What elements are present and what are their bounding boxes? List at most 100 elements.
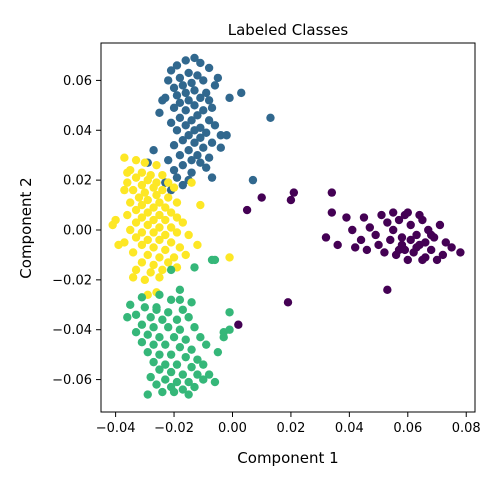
scatter-point <box>193 71 202 80</box>
scatter-point <box>234 320 243 329</box>
scatter-point <box>149 323 158 332</box>
y-tick-label: −0.06 <box>52 373 92 388</box>
scatter-point <box>193 111 202 120</box>
scatter-point <box>140 158 150 167</box>
scatter-point <box>120 185 129 195</box>
scatter-point <box>412 243 421 252</box>
scatter-point <box>161 203 170 212</box>
scatter-point <box>166 265 176 275</box>
scatter-point <box>149 357 158 367</box>
scatter-point <box>169 103 179 113</box>
scatter-point <box>190 138 199 147</box>
scatter-point <box>187 298 196 307</box>
scatter-point <box>196 333 205 342</box>
scatter-point <box>149 340 158 349</box>
scatter-point <box>400 245 410 255</box>
scatter-point <box>143 250 152 260</box>
scatter-point <box>155 235 164 245</box>
scatter-point <box>196 133 205 142</box>
scatter-point <box>204 116 214 125</box>
scatter-point <box>131 205 141 215</box>
scatter-point <box>356 235 366 245</box>
scatter-point <box>456 248 465 257</box>
scatter-point <box>178 305 188 314</box>
scatter-point <box>181 88 190 98</box>
scatter-point <box>169 253 179 262</box>
scatter-point <box>374 240 383 250</box>
scatter-point <box>169 83 179 93</box>
scatter-point <box>137 168 147 177</box>
x-axis: −0.04 −0.02 0.00 0.02 0.04 0.06 0.08 <box>96 412 481 436</box>
scatter-point <box>149 228 158 237</box>
y-tick-label: −0.02 <box>52 273 92 288</box>
scatter-point <box>137 228 147 237</box>
scatter-point <box>169 183 179 192</box>
scatter-point <box>184 68 193 78</box>
scatter-point <box>201 128 211 137</box>
scatter-point <box>161 340 170 349</box>
scatter-point <box>123 210 132 220</box>
scatter-point <box>193 150 202 160</box>
scatter-point <box>166 238 176 247</box>
scatter-point <box>123 168 132 177</box>
y-axis-label: Component 2 <box>17 177 35 278</box>
scatter-point <box>190 263 199 272</box>
scatter-point <box>184 377 193 387</box>
scatter-point <box>380 248 389 257</box>
scatter-point <box>342 213 351 222</box>
scatter-point <box>164 76 173 85</box>
scatter-point <box>128 185 138 195</box>
scatter-point <box>158 170 167 180</box>
y-tick-label: 0.02 <box>63 174 92 189</box>
scatter-point <box>432 255 442 265</box>
scatter-point <box>123 313 132 322</box>
scatter-point <box>128 248 138 257</box>
scatter-point <box>242 205 252 215</box>
scatter-point <box>155 223 164 232</box>
scatter-point <box>155 108 164 118</box>
scatter-point <box>137 320 147 329</box>
scatter-point <box>441 238 450 247</box>
scatter-point <box>199 360 208 369</box>
scatter-point <box>114 240 123 250</box>
scatter-point <box>403 208 412 217</box>
scatter-point <box>213 347 223 357</box>
scatter-point <box>237 88 246 98</box>
y-axis: −0.06 −0.04 −0.02 0.00 0.02 0.04 0.06 <box>52 74 101 388</box>
scatter-point <box>190 323 199 332</box>
scatter-point <box>438 250 448 260</box>
scatter-point <box>348 225 357 235</box>
scatter-point <box>362 245 372 255</box>
scatter-point <box>175 342 185 352</box>
scatter-point <box>187 155 196 165</box>
scatter-point <box>359 213 369 222</box>
scatter-point <box>371 230 380 240</box>
scatter-point <box>406 220 415 230</box>
x-tick-label: 0.02 <box>276 421 305 436</box>
scatter-point <box>210 377 220 387</box>
scatter-point <box>386 235 395 245</box>
x-tick-label: −0.02 <box>154 421 194 436</box>
scatter-point <box>216 143 225 152</box>
scatter-point <box>128 273 138 282</box>
scatter-point <box>216 131 225 140</box>
scatter-point <box>137 337 147 347</box>
scatter-point <box>166 66 176 75</box>
scatter-point <box>199 76 208 85</box>
scatter-point <box>207 138 217 147</box>
scatter-point <box>137 240 147 250</box>
scatter-point <box>169 141 179 150</box>
scatter-point <box>199 106 208 115</box>
scatter-point <box>169 165 179 175</box>
chart-title: Labeled Classes <box>228 21 349 39</box>
y-tick-label: −0.04 <box>52 323 92 338</box>
scatter-point <box>201 340 211 349</box>
scatter-point <box>149 243 158 252</box>
scatter-point <box>266 113 275 122</box>
scatter-point <box>184 313 193 322</box>
scatter-point <box>193 240 202 250</box>
scatter-point <box>137 180 147 190</box>
scatter-point <box>143 235 152 245</box>
scatter-point <box>193 355 202 364</box>
x-tick-label: 0.04 <box>335 421 364 436</box>
